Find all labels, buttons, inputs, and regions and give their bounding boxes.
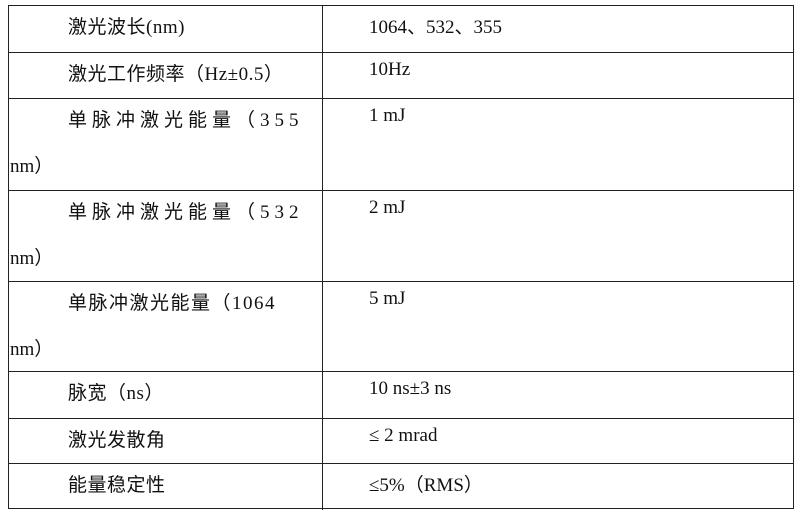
value-cell: ≤ 2 mrad (323, 419, 793, 463)
param-label: 单脉冲激光能量（1064 (68, 288, 276, 315)
table-row: 单脉冲激光能量（532 nm） 2 mJ (9, 191, 793, 282)
param-label-continued: nm） (10, 151, 53, 178)
param-cell: 激光发散角 (9, 419, 323, 463)
param-label: 激光波长(nm) (68, 12, 185, 39)
value-cell: 5 mJ (323, 282, 793, 371)
param-value: 2 mJ (369, 197, 405, 219)
param-label: 单脉冲激光能量（355 (68, 105, 304, 132)
param-value: 10Hz (369, 59, 410, 81)
param-cell: 脉宽（ns） (9, 372, 323, 418)
table-row: 单脉冲激光能量（355 nm） 1 mJ (9, 99, 793, 191)
param-cell: 能量稳定性 (9, 464, 323, 510)
param-label: 激光发散角 (68, 425, 166, 452)
param-label: 单脉冲激光能量（532 (68, 197, 304, 224)
value-cell: 1064、532、355 (323, 6, 793, 52)
table-row: 激光波长(nm) 1064、532、355 (9, 6, 793, 53)
param-cell: 激光工作频率（Hz±0.5） (9, 53, 323, 98)
param-cell: 激光波长(nm) (9, 6, 323, 52)
param-label: 能量稳定性 (68, 470, 166, 497)
param-label: 脉宽（ns） (68, 378, 164, 405)
param-cell: 单脉冲激光能量（1064 nm） (9, 282, 323, 371)
value-cell: 10Hz (323, 53, 793, 98)
param-label: 激光工作频率（Hz±0.5） (68, 59, 283, 86)
table-row: 单脉冲激光能量（1064 nm） 5 mJ (9, 282, 793, 372)
param-value: 10 ns±3 ns (369, 378, 451, 400)
param-value: 5 mJ (369, 288, 405, 310)
param-label-continued: nm） (10, 334, 53, 361)
table-row: 激光发散角 ≤ 2 mrad (9, 419, 793, 464)
param-value: ≤ 2 mrad (369, 425, 437, 447)
value-cell: 2 mJ (323, 191, 793, 281)
param-cell: 单脉冲激光能量（355 nm） (9, 99, 323, 190)
table-row: 脉宽（ns） 10 ns±3 ns (9, 372, 793, 419)
param-cell: 单脉冲激光能量（532 nm） (9, 191, 323, 281)
parameter-table: 激光波长(nm) 1064、532、355 激光工作频率（Hz±0.5） 10H… (8, 5, 794, 509)
value-cell: 10 ns±3 ns (323, 372, 793, 418)
param-value: 1064、532、355 (369, 12, 502, 39)
param-label-continued: nm） (10, 243, 53, 270)
value-cell: ≤5%（RMS） (323, 464, 793, 510)
table-row: 能量稳定性 ≤5%（RMS） (9, 464, 793, 510)
param-value: ≤5%（RMS） (369, 470, 483, 497)
param-value: 1 mJ (369, 105, 405, 127)
value-cell: 1 mJ (323, 99, 793, 190)
table-row: 激光工作频率（Hz±0.5） 10Hz (9, 53, 793, 99)
